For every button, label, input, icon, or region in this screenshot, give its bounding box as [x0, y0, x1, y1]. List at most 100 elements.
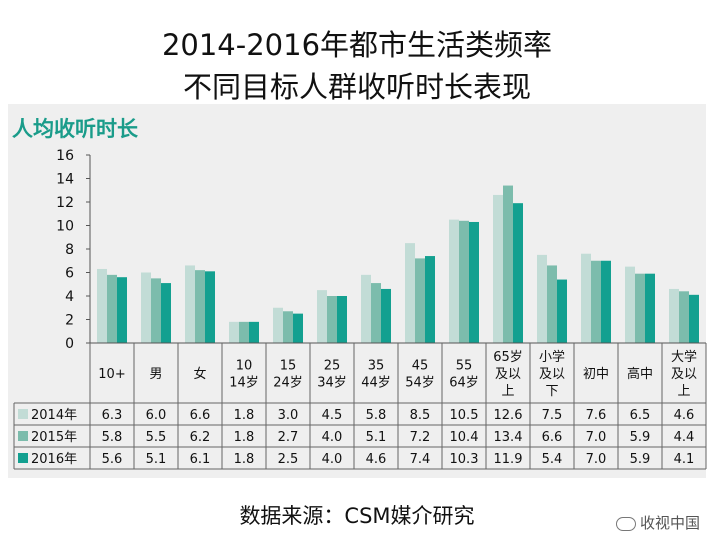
x-category-label: 及以: [495, 367, 521, 382]
bar: [107, 274, 117, 343]
x-category-label: 34岁: [317, 376, 347, 391]
wechat-icon: [615, 516, 636, 531]
x-category-label: 下: [545, 384, 558, 399]
chart-subtitle: 人均收听时长: [12, 117, 138, 141]
data-table-value: 4.1: [674, 452, 695, 467]
data-table-value: 4.5: [322, 408, 343, 423]
bar: [229, 321, 239, 343]
data-table-value: 12.6: [494, 408, 523, 423]
x-category-label: 45: [412, 359, 429, 374]
bar: [151, 278, 161, 343]
data-table-value: 4.0: [322, 430, 343, 445]
x-category-label: 64岁: [449, 376, 479, 391]
legend-label: 2015年: [31, 430, 77, 445]
x-category-label: 35: [368, 359, 385, 374]
data-table-value: 6.0: [146, 408, 167, 423]
legend-label: 2014年: [31, 408, 77, 423]
bar: [449, 219, 459, 343]
x-category-label: 54岁: [405, 376, 435, 391]
bar: [117, 277, 127, 343]
data-table-value: 10.5: [450, 408, 479, 423]
y-tick-label: 8: [65, 242, 74, 258]
y-tick-label: 6: [65, 266, 74, 282]
bar: [161, 283, 171, 343]
bar: [195, 270, 205, 343]
data-table-value: 6.6: [542, 430, 563, 445]
data-table-value: 7.6: [586, 408, 607, 423]
bar: [557, 279, 567, 343]
bar: [97, 268, 107, 343]
data-table-value: 11.9: [494, 452, 523, 467]
data-table-value: 1.8: [234, 452, 255, 467]
data-table-value: 8.5: [410, 408, 431, 423]
data-table-value: 10.4: [450, 430, 479, 445]
x-category-label: 女: [193, 366, 206, 382]
data-table-value: 5.9: [630, 452, 651, 467]
chart-title-line-2: 不同目标人群收听时长表现: [182, 70, 531, 104]
data-table-value: 7.0: [586, 430, 607, 445]
data-table-value: 13.4: [494, 430, 523, 445]
bar: [381, 288, 391, 343]
x-category-label: 及以: [671, 367, 697, 382]
data-table-value: 7.4: [410, 452, 431, 467]
bar: [361, 274, 371, 343]
x-category-label: 男: [149, 367, 162, 382]
bar: [547, 265, 557, 343]
x-category-label: 10: [236, 359, 253, 374]
data-table-value: 5.8: [102, 430, 123, 445]
chart-title-line-1: 2014-2016年都市生活类频率: [161, 28, 553, 62]
x-category-label: 上: [501, 384, 514, 399]
x-category-label: 25: [324, 359, 341, 374]
bar: [293, 313, 303, 343]
watermark: 收视中国: [615, 512, 700, 533]
bar: [327, 296, 337, 343]
x-category-label: 44岁: [361, 376, 391, 391]
data-table-value: 4.6: [366, 452, 387, 467]
bar: [625, 266, 635, 343]
bar: [581, 253, 591, 343]
bar: [459, 220, 469, 343]
data-table-value: 5.4: [542, 452, 563, 467]
bar: [205, 271, 215, 343]
bar: [591, 260, 601, 343]
bar: [689, 294, 699, 343]
y-tick-label: 10: [56, 219, 74, 235]
bar: [273, 307, 283, 343]
data-table-value: 7.0: [586, 452, 607, 467]
bar: [317, 290, 327, 343]
x-category-label: 小学: [539, 349, 565, 365]
x-category-label: 10+: [98, 367, 125, 382]
x-category-label: 初中: [583, 367, 609, 382]
data-table-value: 2.5: [278, 452, 299, 467]
data-table-value: 2.7: [278, 430, 299, 445]
y-tick-label: 14: [56, 172, 74, 188]
x-category-label: 65岁: [493, 350, 523, 365]
data-table-value: 5.8: [366, 408, 387, 423]
x-category-label: 大学: [671, 349, 697, 365]
data-table-value: 6.1: [190, 452, 211, 467]
data-table-value: 7.5: [542, 408, 563, 423]
x-category-label: 高中: [627, 366, 653, 382]
data-table-value: 6.3: [102, 408, 123, 423]
data-table-value: 5.6: [102, 452, 123, 467]
bar: [249, 321, 259, 343]
bar: [337, 296, 347, 343]
bar: [371, 283, 381, 343]
bar: [601, 260, 611, 343]
bar: [635, 273, 645, 343]
x-category-label: 24岁: [273, 376, 303, 391]
y-tick-label: 4: [65, 289, 74, 305]
bar: [469, 221, 479, 343]
data-table-value: 10.3: [450, 452, 479, 467]
bar: [185, 265, 195, 343]
y-tick-label: 2: [65, 313, 74, 329]
y-tick-label: 12: [56, 195, 74, 211]
bar: [669, 288, 679, 343]
data-table-value: 6.6: [190, 408, 211, 423]
data-table-value: 3.0: [278, 408, 299, 423]
watermark-text: 收视中国: [639, 514, 700, 532]
x-category-label: 及以: [539, 367, 565, 382]
bar: [513, 203, 523, 343]
data-table-value: 6.2: [190, 430, 211, 445]
